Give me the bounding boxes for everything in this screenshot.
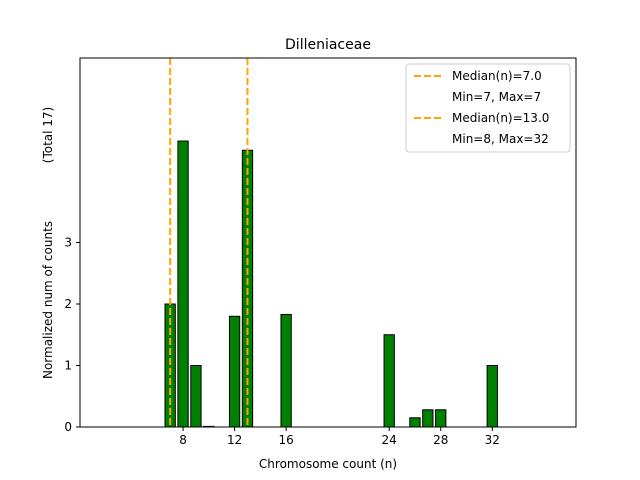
y-tick-label: 2 xyxy=(64,297,72,311)
legend: Median(n)=7.0 Min=7, Max=7 Median(n)=13.0 M… xyxy=(405,63,571,153)
bar xyxy=(280,313,292,428)
bar xyxy=(422,409,434,428)
bar xyxy=(177,140,189,428)
y-tick-label: 1 xyxy=(64,359,72,373)
legend-entry-label: Median(n)=13.0 xyxy=(452,111,549,125)
x-tick-label: 28 xyxy=(433,433,448,447)
legend-entry-label: Min=7, Max=7 xyxy=(452,90,541,104)
x-tick-label: 24 xyxy=(382,433,397,447)
bar xyxy=(383,334,395,428)
chart-title: Dilleniaceae xyxy=(285,37,371,53)
bar xyxy=(435,409,447,428)
bar xyxy=(409,417,421,428)
bar xyxy=(486,365,498,428)
legend-entry-label: Min=8, Max=32 xyxy=(452,132,549,146)
x-tick-label: 32 xyxy=(485,433,500,447)
y-axis-label: Normalized num of counts xyxy=(41,221,55,379)
legend-entry-label: Median(n)=7.0 xyxy=(452,69,542,83)
x-axis-label: Chromosome count (n) xyxy=(259,457,397,471)
y-axis-total-label: (Total 17) xyxy=(41,107,55,163)
x-tick-label: 16 xyxy=(278,433,293,447)
x-tick-label: 8 xyxy=(179,433,187,447)
x-tick-label: 12 xyxy=(227,433,242,447)
bar xyxy=(190,365,202,428)
y-tick-label: 0 xyxy=(64,420,72,434)
y-tick-label: 3 xyxy=(64,236,72,250)
legend-frame xyxy=(405,63,571,153)
bar xyxy=(228,315,241,428)
